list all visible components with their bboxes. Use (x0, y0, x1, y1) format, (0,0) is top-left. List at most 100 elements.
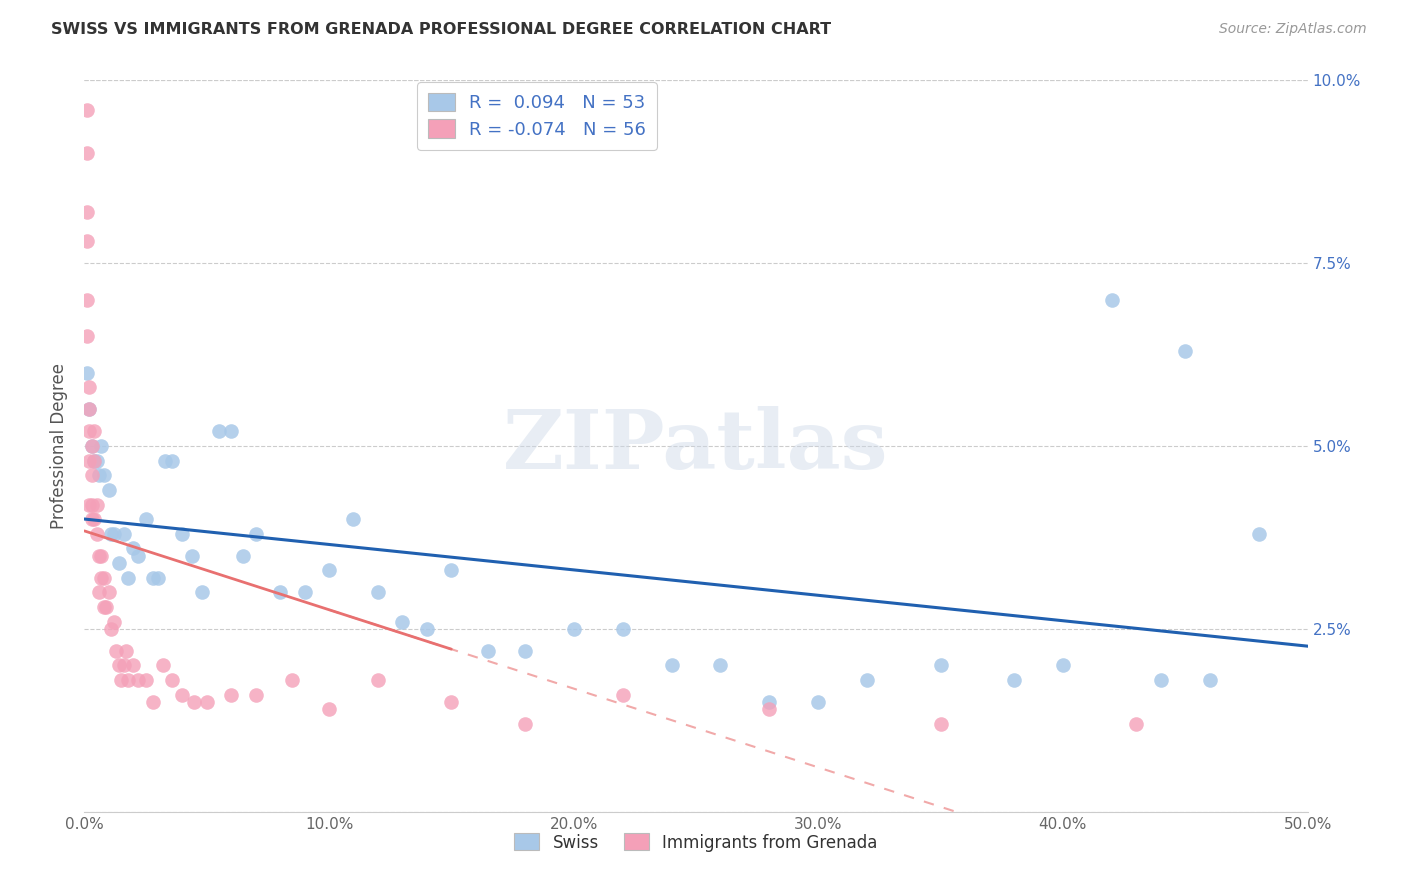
Point (1247, 526, 1270, 541)
Point (76, 293, 98, 307)
Point (142, 571, 165, 585)
Point (562, 622, 585, 636)
Point (440, 563, 463, 577)
Point (856, 673, 879, 687)
Point (97, 585, 120, 599)
Point (269, 585, 291, 599)
Point (1101, 293, 1123, 307)
Point (416, 622, 439, 636)
Point (135, 673, 157, 687)
Point (1125, 717, 1147, 731)
Point (172, 688, 194, 702)
Point (83, 453, 105, 467)
Point (86, 526, 108, 541)
Point (183, 695, 205, 709)
Point (80, 512, 103, 526)
Point (191, 585, 214, 599)
Point (76, 329, 98, 343)
Point (87, 549, 110, 563)
Point (127, 673, 149, 687)
Point (758, 702, 780, 716)
Point (477, 644, 499, 658)
Point (122, 541, 145, 556)
Point (110, 673, 132, 687)
Point (93, 599, 115, 614)
Point (77, 453, 100, 467)
Point (162, 673, 184, 687)
Point (76, 234, 98, 248)
Point (281, 673, 304, 687)
Point (77, 402, 100, 417)
Text: SWISS VS IMMIGRANTS FROM GRENADA PROFESSIONAL DEGREE CORRELATION CHART: SWISS VS IMMIGRANTS FROM GRENADA PROFESS… (51, 22, 831, 37)
Point (87, 468, 110, 483)
Point (112, 526, 135, 541)
Point (76, 146, 98, 161)
Point (80, 498, 103, 512)
Point (112, 658, 135, 673)
Y-axis label: Professional Degree: Professional Degree (51, 363, 69, 529)
Point (208, 425, 231, 439)
Point (245, 526, 267, 541)
Point (83, 512, 105, 526)
Point (100, 526, 122, 541)
Point (195, 695, 218, 709)
Point (142, 695, 165, 709)
Point (219, 425, 242, 439)
Point (93, 468, 115, 483)
Point (232, 549, 254, 563)
Point (172, 526, 194, 541)
Point (1198, 673, 1220, 687)
Point (107, 556, 129, 570)
Point (391, 615, 413, 629)
Point (661, 658, 683, 673)
Point (367, 585, 389, 599)
Point (929, 658, 952, 673)
Point (90, 549, 112, 563)
Legend: Swiss, Immigrants from Grenada: Swiss, Immigrants from Grenada (508, 827, 884, 858)
Point (83, 425, 105, 439)
Point (117, 673, 139, 687)
Point (709, 658, 731, 673)
Point (162, 453, 184, 467)
Point (153, 453, 176, 467)
Text: ZIPatlas: ZIPatlas (503, 406, 889, 486)
Point (1150, 673, 1173, 687)
Point (1052, 658, 1074, 673)
Point (152, 658, 174, 673)
Point (318, 563, 340, 577)
Point (103, 526, 125, 541)
Text: Source: ZipAtlas.com: Source: ZipAtlas.com (1219, 22, 1367, 37)
Point (612, 622, 634, 636)
Point (83, 453, 105, 467)
Point (77, 425, 100, 439)
Point (107, 658, 129, 673)
Point (80, 439, 103, 453)
Point (758, 695, 780, 709)
Point (807, 695, 830, 709)
Point (135, 512, 157, 526)
Point (90, 439, 112, 453)
Point (127, 549, 149, 563)
Point (513, 644, 536, 658)
Point (90, 571, 112, 585)
Point (318, 702, 340, 716)
Point (181, 549, 204, 563)
Point (76, 103, 98, 117)
Point (77, 380, 100, 394)
Point (245, 688, 267, 702)
Point (87, 585, 110, 599)
Point (80, 468, 103, 483)
Point (367, 673, 389, 687)
Point (86, 453, 108, 467)
Point (115, 644, 138, 658)
Point (1174, 343, 1197, 358)
Point (294, 585, 316, 599)
Point (105, 644, 128, 658)
Point (86, 498, 108, 512)
Point (342, 512, 364, 526)
Point (929, 717, 952, 731)
Point (103, 615, 125, 629)
Point (93, 571, 115, 585)
Point (97, 483, 120, 497)
Point (219, 688, 242, 702)
